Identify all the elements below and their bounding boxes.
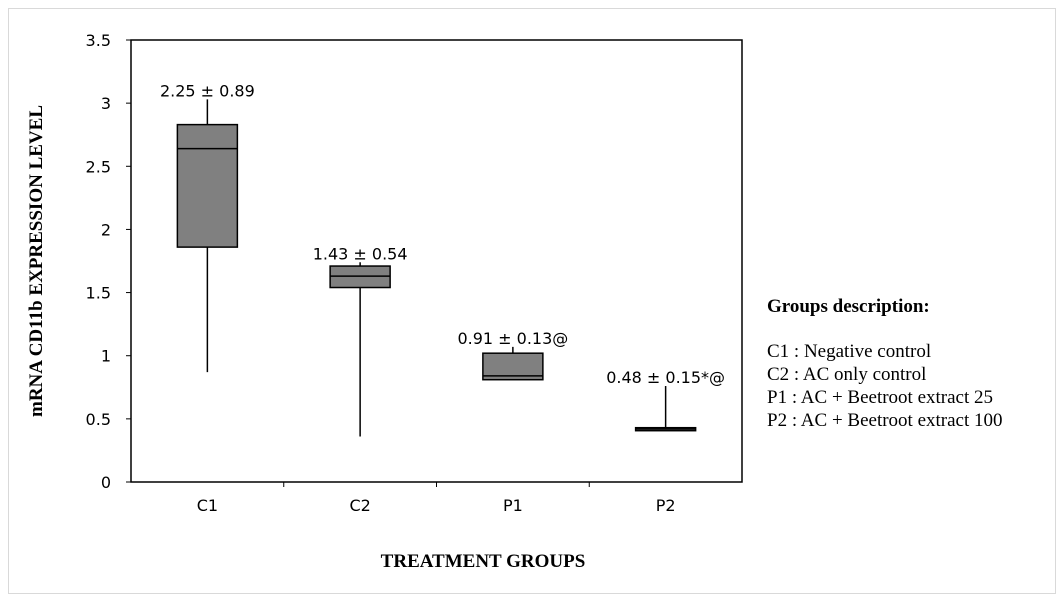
legend-item-c2: C2 : AC only control	[767, 364, 927, 385]
box-p1: 0.91 ± 0.13@	[457, 329, 568, 381]
y-tick-label: 3	[101, 94, 111, 113]
box-series: 2.25 ± 0.89 1.43 ± 0.54 0.91 ± 0.13@ 0.48 ±…	[160, 81, 725, 437]
legend-title: Groups description:	[767, 296, 930, 317]
data-label: 1.43 ± 0.54	[313, 244, 408, 263]
box-p2: 0.48 ± 0.15*@	[606, 368, 725, 432]
legend-item-p2: P2 : AC + Beetroot extract 100	[767, 410, 1003, 431]
y-axis-title: mRNA CD11b EXPRESSION LEVEL	[26, 105, 47, 417]
x-tick-label-c2: C2	[349, 496, 370, 515]
y-tick-label: 3.5	[86, 31, 111, 50]
x-tick-label-p1: P1	[503, 496, 523, 515]
chart-frame	[8, 8, 1056, 594]
y-tick-label: 2	[101, 220, 111, 239]
groups-legend: Groups description: C1 : Negative contro…	[767, 296, 1059, 432]
plot-area	[130, 39, 743, 483]
legend-item-p1: P1 : AC + Beetroot extract 25	[767, 387, 994, 408]
data-label: 0.48 ± 0.15*@	[606, 368, 725, 387]
x-tick-label-c1: C1	[197, 496, 218, 515]
x-axis-ticks: C1 C2 P1 P2	[197, 482, 676, 515]
y-tick-label: 1	[101, 347, 111, 366]
y-tick-label: 0.5	[86, 410, 111, 429]
data-label: 2.25 ± 0.89	[160, 81, 255, 100]
y-tick-label: 2.5	[86, 157, 111, 176]
box-c1: 2.25 ± 0.89	[160, 81, 255, 373]
x-tick-label-p2: P2	[656, 496, 676, 515]
data-label: 0.91 ± 0.13@	[457, 329, 568, 348]
y-tick-label: 1.5	[86, 284, 111, 303]
box-c2: 1.43 ± 0.54	[313, 244, 408, 437]
y-axis-ticks: 0 0.5 1 1.5 2 2.5 3 3.5	[86, 31, 131, 492]
y-tick-label: 0	[101, 473, 111, 492]
box-body	[176, 123, 239, 248]
legend-item-c1: C1 : Negative control	[767, 341, 932, 362]
x-axis-title: TREATMENT GROUPS	[381, 551, 586, 572]
